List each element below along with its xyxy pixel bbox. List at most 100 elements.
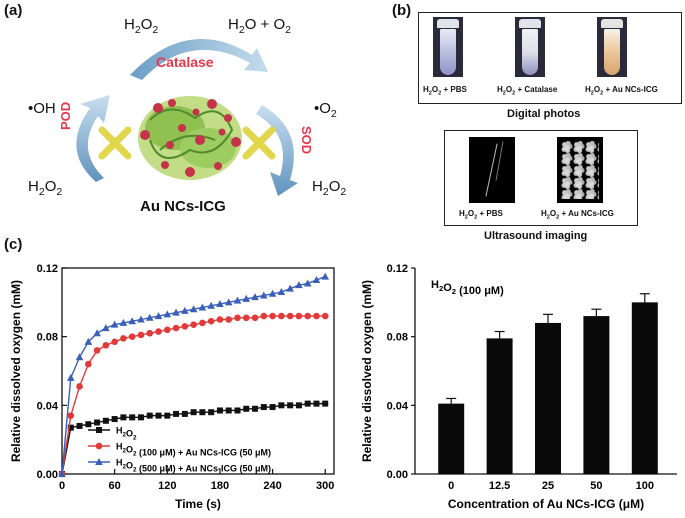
data-point [278,402,285,409]
data-point [137,414,144,421]
data-point [128,333,136,340]
tube-pbs-label: H2O2 + PBS [423,85,467,97]
data-point [146,412,153,419]
data-point [102,324,110,332]
hydroxyl-radical-label: •OH [28,100,56,117]
y-tick-label: 0.04 [387,400,409,412]
data-point [145,313,154,321]
data-point [75,353,84,361]
data-point [207,317,215,325]
data-point [269,404,276,411]
y-tick-label: 0.00 [387,469,408,481]
data-point [163,310,172,318]
data-point [85,421,92,428]
data-point [269,312,276,320]
y-axis-label: Relative dissolved oxygen (mM) [360,280,374,462]
data-point [268,289,277,297]
data-point [208,409,215,416]
data-point [154,312,163,320]
data-point [251,314,259,322]
y-tick-label: 0.08 [387,332,408,344]
data-point [199,409,206,416]
tube-catalase [515,17,545,77]
enzyme-scheme [76,39,298,196]
data-point [295,281,303,289]
x-tick-label: 300 [316,480,334,492]
data-point [76,383,83,390]
x-tick-label: 180 [211,480,229,492]
data-point [146,329,154,337]
data-point [93,329,101,337]
y-tick-label: 0.08 [37,332,58,344]
data-point [129,414,136,421]
data-point [111,338,118,346]
legend-marker [95,442,103,450]
panel-c-label: (c) [4,236,23,253]
data-point [119,318,128,326]
x-axis-label: Concentration of Au NCs-ICG (μM) [448,497,644,511]
data-point [181,306,189,314]
h2o2-top-label: H2O2 [124,16,159,36]
data-point [234,407,241,414]
data-point [224,298,233,306]
plot-frame [61,267,335,475]
data-point [312,276,321,284]
series-1 [59,400,329,477]
data-point [137,331,145,339]
y-axis-label: Relative dissolved oxygen (mM) [9,280,23,462]
superoxide-label: •O2 [314,100,337,120]
data-point [120,414,127,421]
ultrasound-caption: Ultrasound imaging [484,230,588,242]
pod-cross-icon [98,126,132,160]
data-point [155,412,162,419]
data-point [120,335,127,342]
catalase-arrow [130,39,268,80]
data-point [260,404,267,411]
data-point [111,416,118,423]
data-point [252,405,259,412]
tube-au-ncs-icg [597,17,627,77]
data-point [93,347,101,354]
data-point [304,312,311,320]
data-point [102,341,110,349]
tube-au-ncs-icg-label: H2O2 + Au NCs-ICG [585,85,658,97]
digital-photo-frame: H2O2 + PBS H2O2 + Catalase H2O2 + Au NCs… [418,12,682,104]
data-point [110,320,119,328]
data-point [251,293,259,301]
data-point [313,312,320,320]
x-tick-label: 120 [158,480,176,492]
tube-pbs [433,17,463,77]
ultrasound-pbs-label: H2O2 + PBS [459,209,503,221]
bar-chart: 0.00 0.04 0.08 0.12 0 12.5 25 50 100 Concentratio… [360,263,677,511]
panel-b-label: (b) [392,2,412,19]
products-top-label: H2O + O2 [228,16,291,36]
data-point [172,308,180,316]
data-point [216,316,224,323]
digital-photos-caption: Digital photos [507,108,581,120]
data-point [216,300,224,308]
nanozyme-protein-icon [138,96,242,180]
data-point [295,402,302,409]
ultrasound-pbs-image [469,137,515,203]
x-tick-label: 60 [109,480,121,492]
data-point [76,422,83,429]
bar [535,322,561,474]
data-point [199,319,206,327]
data-point [58,470,66,477]
data-point [207,301,215,309]
data-point [233,296,242,304]
bar [583,316,610,474]
data-point [163,326,171,334]
h2o2-left-label: H2O2 [28,178,63,198]
data-point [277,288,286,296]
legend-entry: H2O2 (500 μM) + Au NCs-ICG (50 μM) [116,458,271,474]
legend-marker [95,458,103,465]
x-tick-label: 25 [542,480,554,492]
x-axis-label: Time (s) [175,497,221,511]
y-tick-label: 0.12 [387,263,408,275]
x-tick-label: 100 [636,480,654,492]
data-point [155,328,162,335]
data-point [313,400,320,407]
data-point [189,305,198,313]
data-point [137,315,145,323]
